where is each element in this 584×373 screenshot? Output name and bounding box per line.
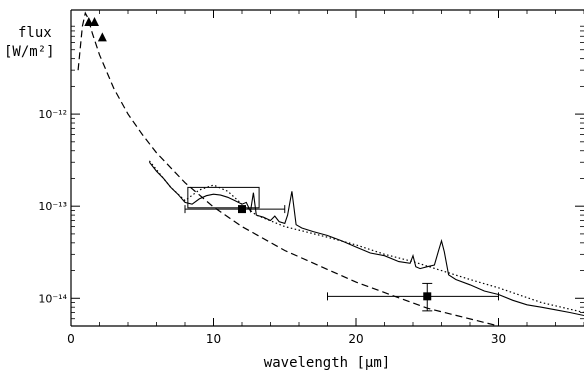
x-tick-label-0: 0 xyxy=(67,332,75,346)
y-axis-label-line2: [W/m²] xyxy=(4,44,55,60)
x-tick-label-30: 30 xyxy=(491,332,506,346)
y-axis-label-line1: flux xyxy=(18,25,52,41)
x-tick-label-20: 20 xyxy=(348,332,363,346)
y-tick-label-1: 10⁻¹³ xyxy=(38,200,67,213)
square-point-0 xyxy=(238,205,246,213)
square-point-1 xyxy=(423,292,431,300)
y-tick-label-0: 10⁻¹² xyxy=(38,108,67,121)
x-axis-label: wavelength [μm] xyxy=(264,355,390,371)
x-tick-label-10: 10 xyxy=(206,332,221,346)
y-tick-label-2: 10⁻¹⁴ xyxy=(38,292,67,305)
